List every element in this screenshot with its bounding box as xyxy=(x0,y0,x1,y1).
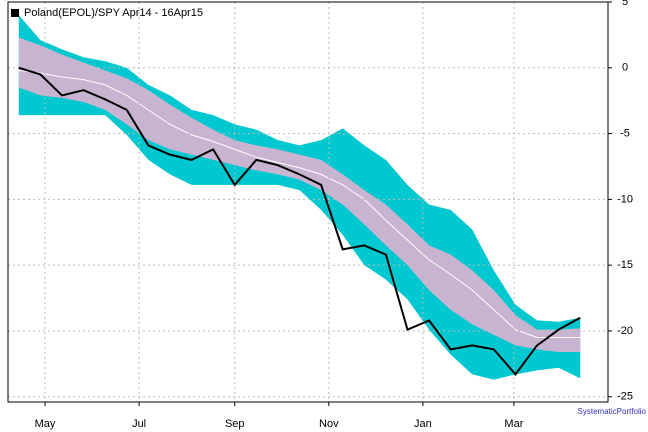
x-tick-label: Mar xyxy=(504,418,523,430)
price-line xyxy=(18,66,581,376)
y-tick-label: -20 xyxy=(617,325,633,337)
x-tick-label: Nov xyxy=(319,418,339,430)
x-tick-label: May xyxy=(35,418,56,430)
y-tick-label: 5 xyxy=(622,0,628,8)
y-tick-label: -10 xyxy=(617,193,633,205)
y-tick-label: -5 xyxy=(620,127,630,139)
legend-label: Poland(EPOL)/SPY Apr14 - 16Apr15 xyxy=(24,7,203,19)
x-tick-label: Sep xyxy=(225,418,245,430)
watermark: SystematicPortfolio xyxy=(578,407,647,416)
x-tick-label: Jan xyxy=(414,418,432,430)
mid-line xyxy=(18,69,581,339)
plot-border xyxy=(7,1,609,403)
y-tick-label: 0 xyxy=(622,62,628,74)
inner-band xyxy=(18,37,581,353)
legend-swatch xyxy=(11,9,19,17)
x-tick-label: Jul xyxy=(132,418,146,430)
plot-area xyxy=(8,1,608,402)
y-tick-label: -15 xyxy=(617,259,633,271)
y-tick-label: -25 xyxy=(617,391,633,403)
